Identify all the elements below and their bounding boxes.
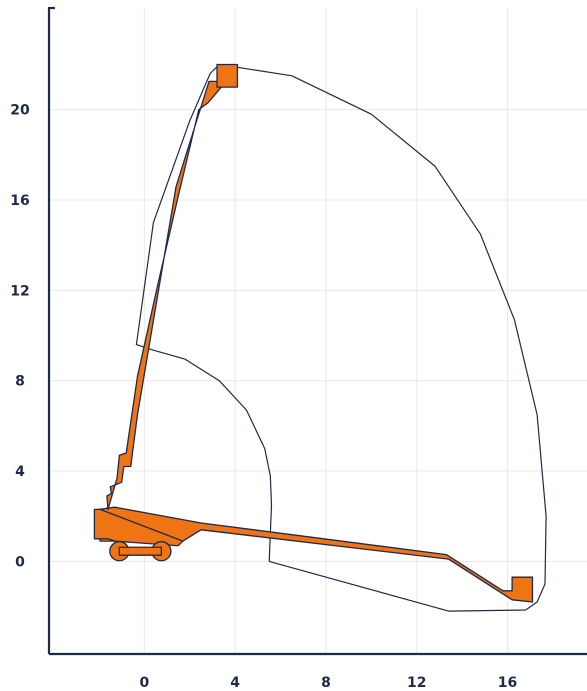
machine-silhouette: [93, 63, 534, 603]
axes: [47, 6, 587, 656]
machine-platform-raised: [216, 63, 239, 88]
x-tick-label: 0: [139, 675, 149, 691]
y-tick-label: 16: [10, 193, 29, 209]
x-tick-label: 12: [407, 675, 426, 691]
working-envelope: [135, 63, 547, 612]
y-tick-label: 8: [15, 374, 25, 390]
x-axis-ticks: 0 4 8 12 16: [139, 675, 517, 691]
y-tick-label: 0: [15, 554, 25, 570]
x-tick-label: 8: [321, 675, 331, 691]
machine-chassis: [93, 508, 184, 547]
y-tick-label: 20: [10, 103, 30, 119]
working-envelope-line: [135, 63, 547, 612]
y-axis-ticks: 0 4 8 12 16 20: [10, 103, 30, 571]
machine-boom-raised: [106, 80, 227, 511]
y-tick-label: 4: [15, 464, 25, 480]
y-tick-label: 12: [10, 283, 29, 299]
machine-wheelbase: [118, 546, 163, 556]
machine-boom-lowered: [98, 506, 534, 603]
x-tick-label: 4: [230, 675, 240, 691]
x-tick-label: 16: [498, 675, 517, 691]
gridlines: [49, 8, 587, 654]
